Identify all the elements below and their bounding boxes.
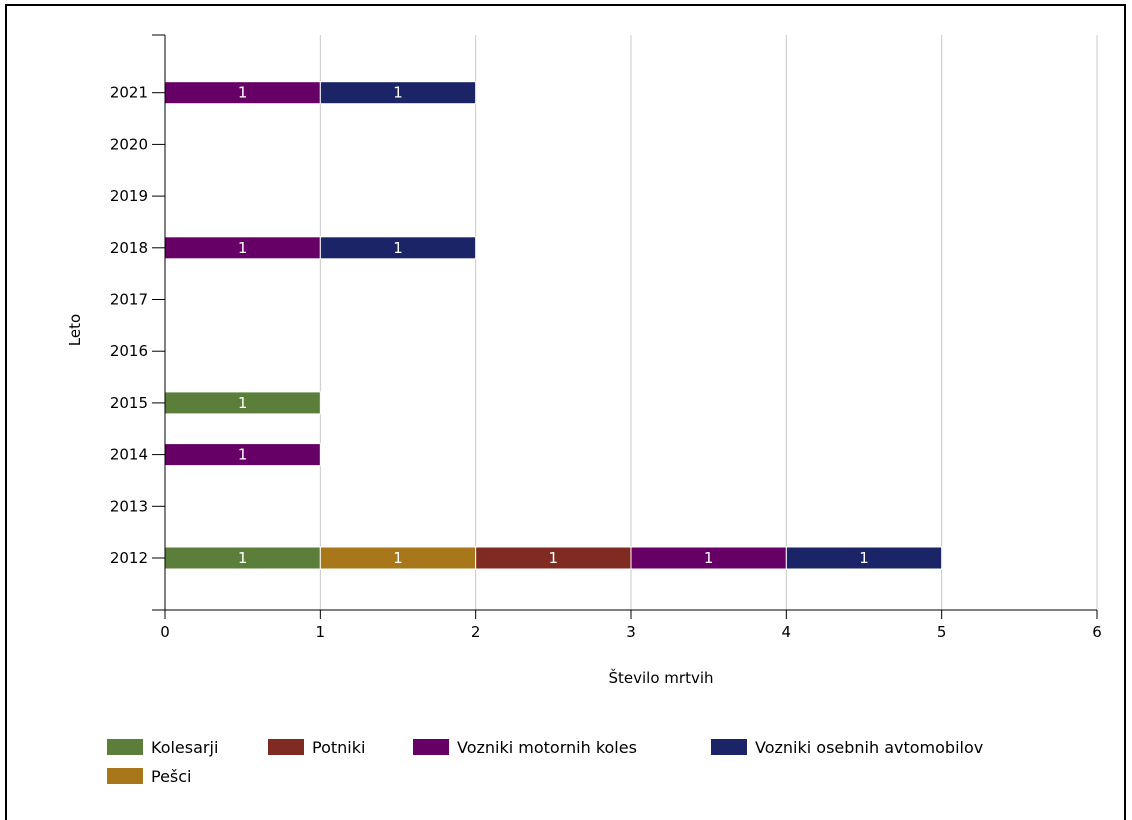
x-axis-title: Število mrtvih [609, 668, 714, 687]
legend-label: Pešci [151, 767, 192, 786]
y-axis-title: Leto [66, 314, 84, 346]
legend-swatch [107, 739, 143, 755]
y-tick-label: 2021 [110, 84, 148, 102]
y-tick-label: 2015 [110, 394, 148, 412]
bar-segment [319, 236, 477, 260]
data-label: 1 [549, 549, 559, 567]
legend-label: Vozniki motornih koles [457, 738, 637, 757]
data-label: 1 [238, 446, 248, 464]
x-tick-label: 2 [471, 623, 481, 641]
bar-segment [319, 81, 477, 105]
data-label: 1 [393, 239, 403, 257]
data-label: 1 [704, 549, 714, 567]
y-tick-label: 2019 [110, 187, 148, 205]
data-label: 1 [859, 549, 869, 567]
x-tick-label: 3 [626, 623, 636, 641]
data-label: 1 [393, 84, 403, 102]
y-tick-label: 2013 [110, 497, 148, 515]
data-label: 1 [393, 549, 403, 567]
y-tick-label: 2020 [110, 135, 148, 153]
legend-label: Vozniki osebnih avtomobilov [755, 738, 983, 757]
legend-swatch [413, 739, 449, 755]
data-label: 1 [238, 549, 248, 567]
x-tick-label: 6 [1092, 623, 1102, 641]
x-tick-label: 5 [937, 623, 947, 641]
legend-swatch [107, 768, 143, 784]
data-label: 1 [238, 84, 248, 102]
y-tick-label: 2012 [110, 549, 148, 567]
legend-label: Potniki [312, 738, 365, 757]
data-label: 1 [238, 239, 248, 257]
data-label: 1 [238, 394, 248, 412]
y-tick-label: 2018 [110, 239, 148, 257]
legend-swatch [711, 739, 747, 755]
x-tick-label: 4 [782, 623, 792, 641]
y-tick-label: 2016 [110, 342, 148, 360]
x-tick-label: 0 [160, 623, 170, 641]
bar-segment [785, 546, 943, 570]
x-tick-label: 1 [316, 623, 326, 641]
legend-swatch [268, 739, 304, 755]
legend-label: Kolesarji [151, 738, 218, 757]
y-tick-label: 2017 [110, 291, 148, 309]
y-tick-label: 2014 [110, 446, 148, 464]
